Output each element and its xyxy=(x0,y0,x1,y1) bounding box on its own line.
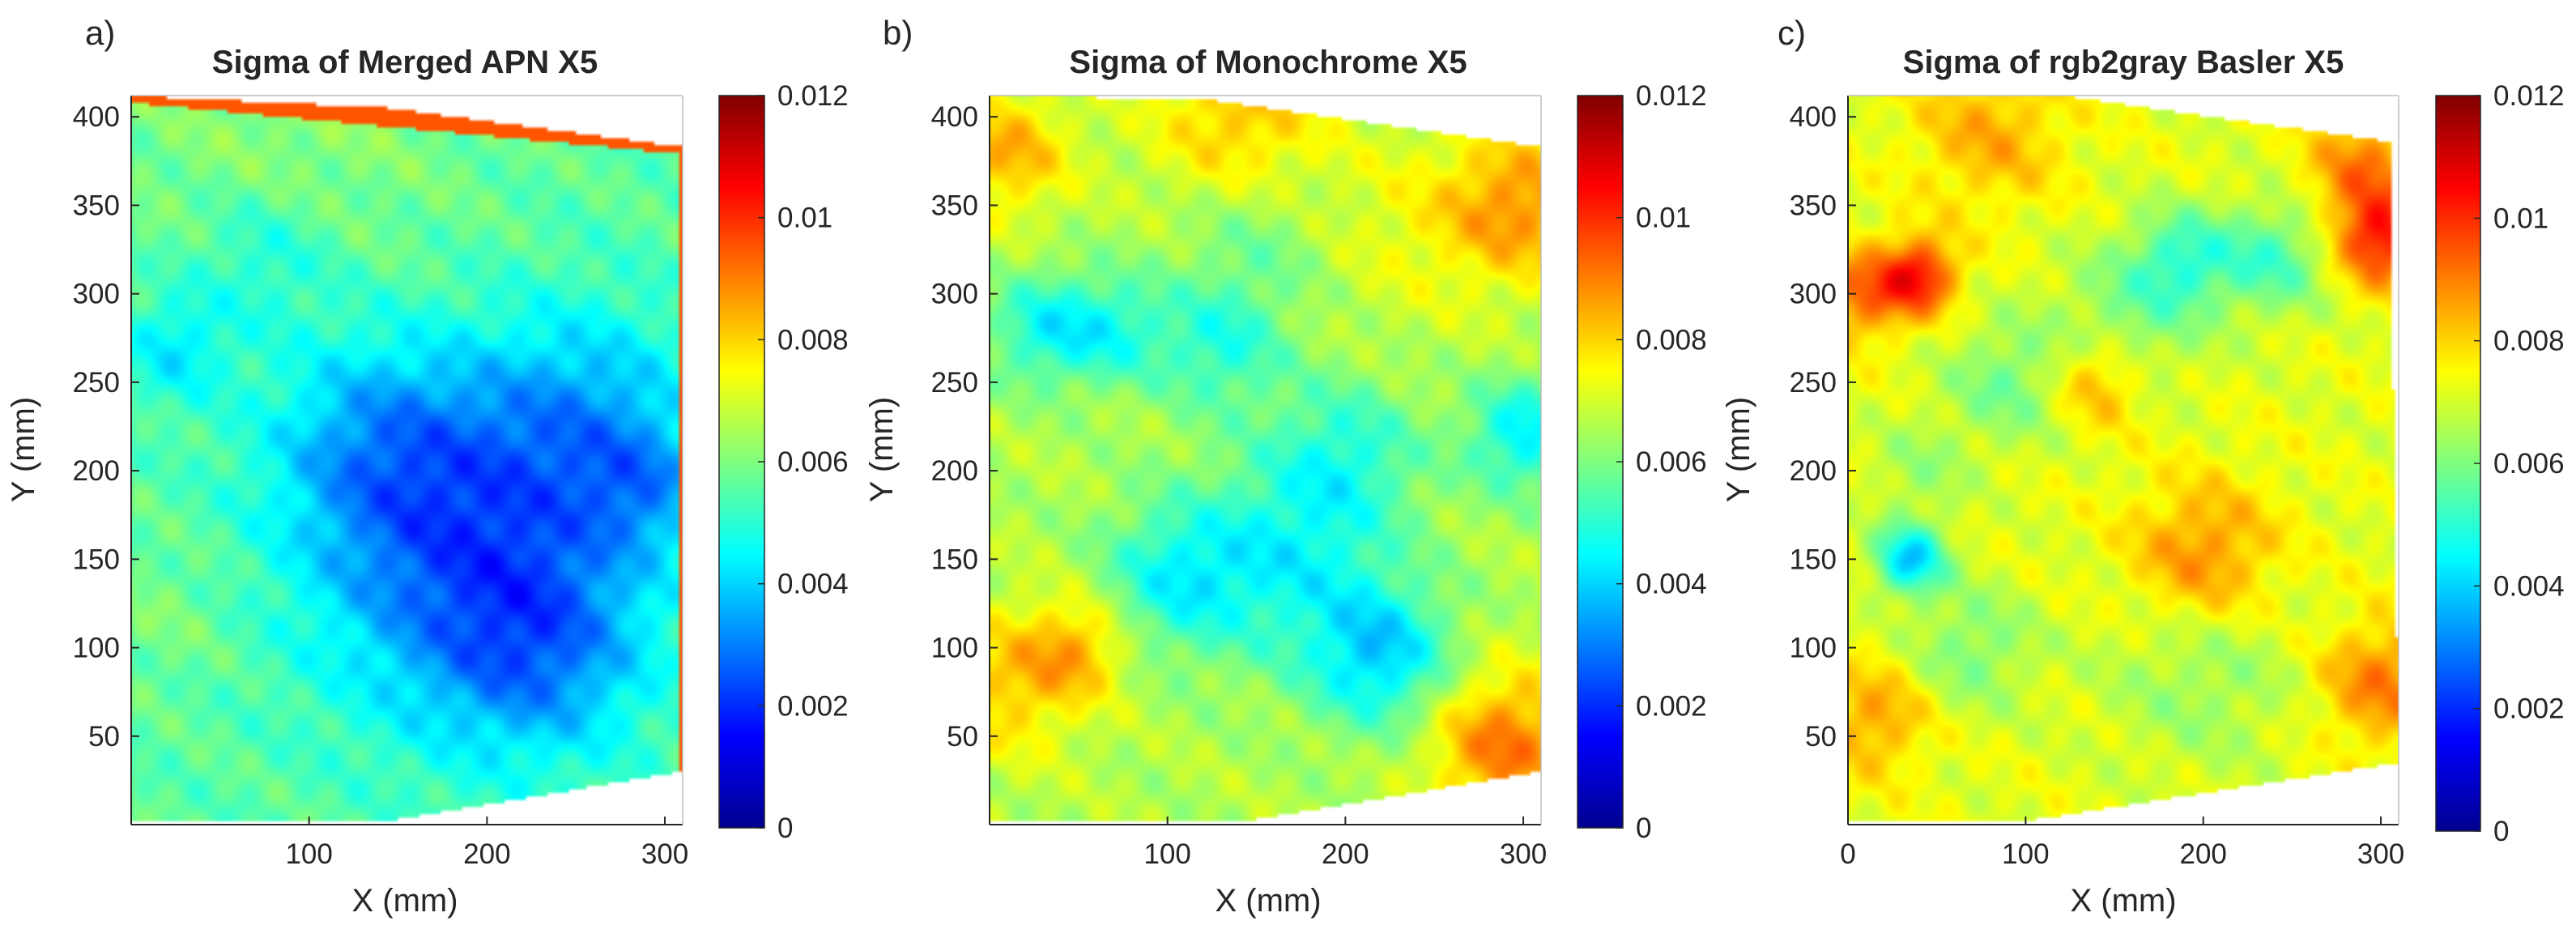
colorbar-tick-label: 0 xyxy=(777,812,793,844)
colorbar xyxy=(718,95,765,829)
colorbar-tick-label: 0.004 xyxy=(1636,569,1707,600)
x-tick-label: 300 xyxy=(641,838,688,870)
y-tick-label: 50 xyxy=(947,721,978,753)
y-tick-label: 50 xyxy=(1805,721,1837,753)
colorbar-tick-label: 0.008 xyxy=(1636,324,1707,356)
panel-1: 100 200 300 50 100 150 200 250 300 350 400 Sigma of… xyxy=(6,14,849,919)
colorbar-tick-label: 0.012 xyxy=(2493,80,2565,112)
y-axis-label: Y (mm) xyxy=(1721,397,1756,502)
y-tick-label: 100 xyxy=(73,633,120,664)
y-axis-label: Y (mm) xyxy=(6,397,41,502)
colorbar-tick-label: 0.002 xyxy=(1636,690,1707,722)
y-tick-label: 150 xyxy=(73,544,120,575)
y-tick-label: 400 xyxy=(1790,101,1837,133)
y-tick-label: 200 xyxy=(931,455,978,487)
panel-label: b) xyxy=(883,14,913,52)
y-tick-label: 300 xyxy=(1790,279,1837,310)
x-tick-label: 300 xyxy=(1500,838,1547,870)
x-tick-label: 0 xyxy=(1840,838,1855,870)
heatmap-surface xyxy=(131,96,683,825)
colorbar-tick-label: 0.004 xyxy=(2493,570,2565,602)
y-tick-label: 150 xyxy=(1790,544,1837,575)
chart-title: Sigma of Monochrome X5 xyxy=(1069,45,1467,80)
panel-label: a) xyxy=(85,14,115,52)
colorbar-tick-label: 0.008 xyxy=(777,324,849,356)
y-tick-label: 350 xyxy=(73,190,120,221)
y-tick-label: 350 xyxy=(1790,190,1837,221)
colorbar-tick-label: 0.006 xyxy=(1636,446,1707,478)
colorbar-tick-label: 0.01 xyxy=(1636,203,1691,234)
panel-label: c) xyxy=(1778,14,1806,52)
colorbar-tick-label: 0.002 xyxy=(2493,693,2565,725)
y-tick-label: 300 xyxy=(73,279,120,310)
x-tick-label: 200 xyxy=(2180,838,2227,870)
y-tick-label: 100 xyxy=(1790,633,1837,664)
colorbar-tick-label: 0.006 xyxy=(2493,448,2565,480)
colorbar-tick-label: 0.004 xyxy=(777,569,849,600)
y-tick-label: 250 xyxy=(931,367,978,399)
x-tick-label: 200 xyxy=(463,838,510,870)
colorbar-tick-label: 0.012 xyxy=(1636,80,1707,112)
heatmap-surface xyxy=(1848,96,2399,825)
panel-2: 100 200 300 50 100 150 200 250 300 350 400 Sigma of… xyxy=(864,14,1707,919)
x-axis-label: X (mm) xyxy=(2070,883,2176,919)
x-tick-label: 300 xyxy=(2357,838,2404,870)
colorbar xyxy=(2435,95,2481,832)
y-axis-label: Y (mm) xyxy=(864,397,900,502)
y-tick-label: 200 xyxy=(73,455,120,487)
colorbar-tick-label: 0.01 xyxy=(777,203,832,234)
y-tick-label: 150 xyxy=(931,544,978,575)
heatmap-surface xyxy=(990,96,1541,825)
colorbar-tick-label: 0.012 xyxy=(777,80,849,112)
x-tick-label: 100 xyxy=(1143,838,1190,870)
colorbar-tick-label: 0.008 xyxy=(2493,326,2565,357)
colorbar-tick-label: 0 xyxy=(2493,816,2509,847)
x-tick-label: 200 xyxy=(1322,838,1369,870)
panel-3: 0 100 200 300 50 100 150 200 250 300 350 400 Sigma o… xyxy=(1721,14,2565,919)
y-tick-label: 50 xyxy=(88,721,120,753)
x-tick-label: 100 xyxy=(285,838,332,870)
y-tick-label: 350 xyxy=(931,190,978,221)
x-tick-label: 100 xyxy=(2002,838,2049,870)
y-tick-label: 400 xyxy=(931,101,978,133)
colorbar xyxy=(1577,95,1624,829)
colorbar-tick-label: 0.002 xyxy=(777,690,849,722)
y-tick-label: 400 xyxy=(73,101,120,133)
chart-title: Sigma of rgb2gray Basler X5 xyxy=(1903,45,2344,80)
x-axis-label: X (mm) xyxy=(351,883,458,919)
y-tick-label: 100 xyxy=(931,633,978,664)
colorbar-tick-label: 0.01 xyxy=(2493,203,2548,234)
chart-title: Sigma of Merged APN X5 xyxy=(212,45,598,80)
colorbar-tick-label: 0.006 xyxy=(777,446,849,478)
y-tick-label: 300 xyxy=(931,279,978,310)
y-tick-label: 250 xyxy=(1790,367,1837,399)
y-tick-label: 250 xyxy=(73,367,120,399)
colorbar-tick-label: 0 xyxy=(1636,812,1651,844)
x-axis-label: X (mm) xyxy=(1215,883,1321,919)
y-tick-label: 200 xyxy=(1790,455,1837,487)
